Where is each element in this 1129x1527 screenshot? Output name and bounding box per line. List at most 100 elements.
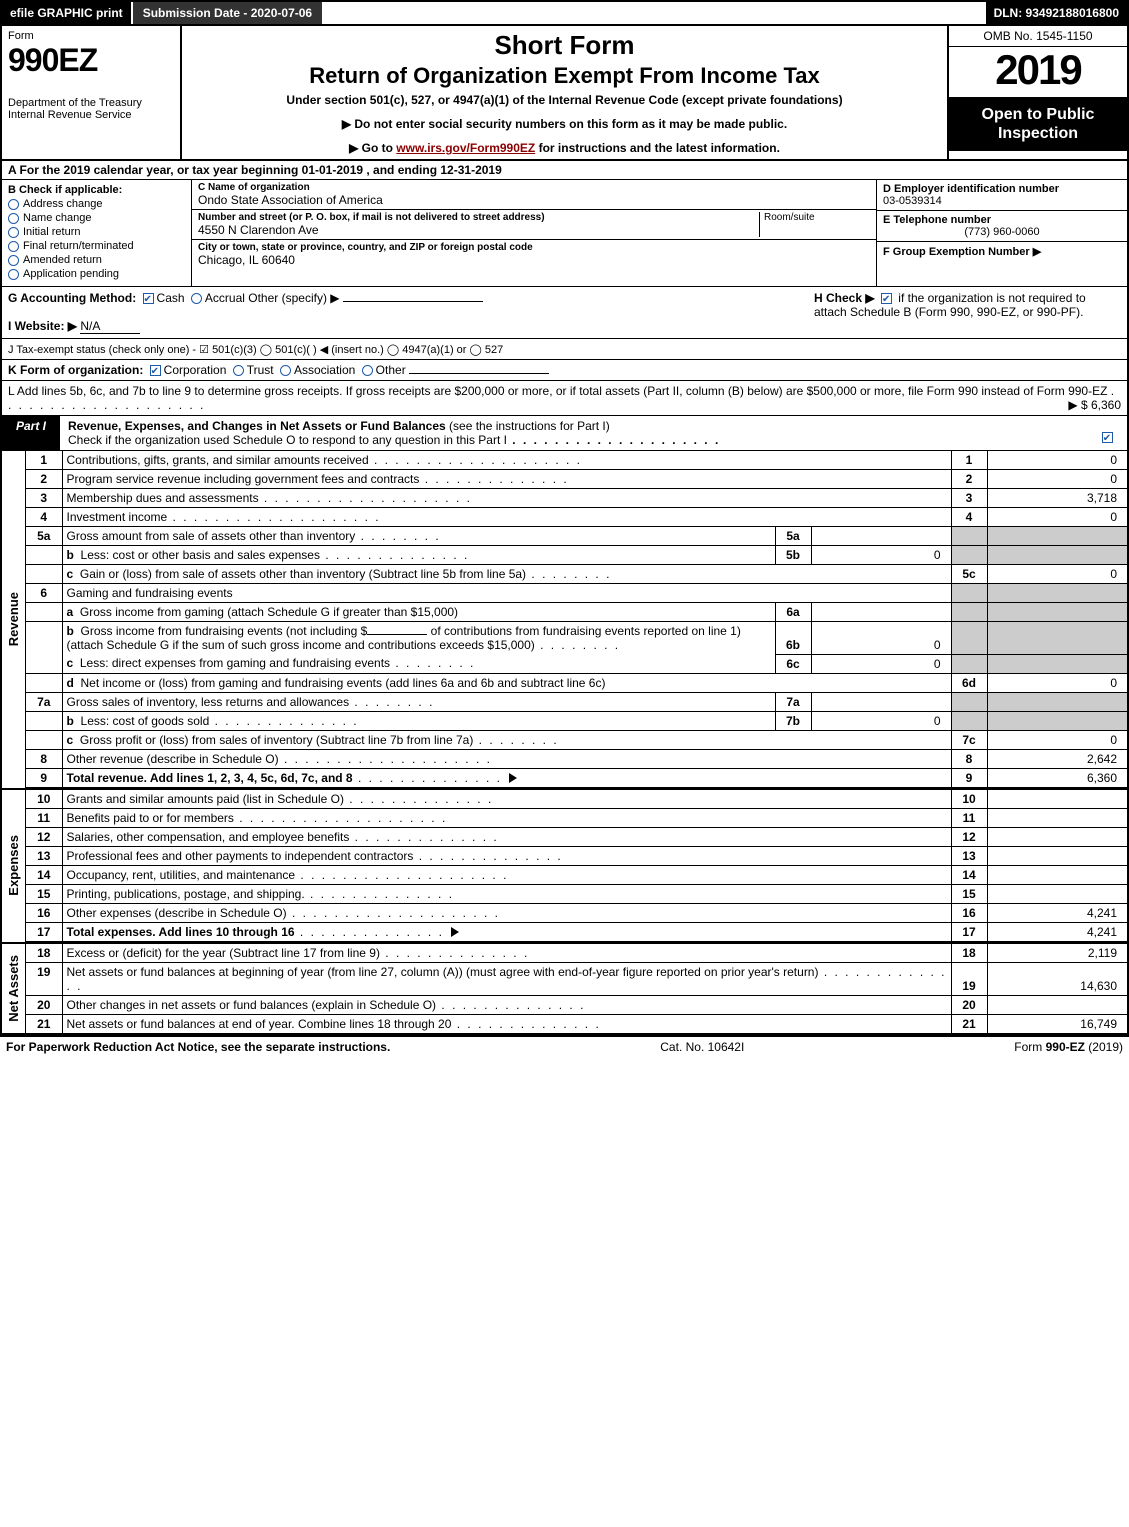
line-desc: Benefits paid to or for members — [62, 808, 951, 827]
net-assets-table: 18Excess or (deficit) for the year (Subt… — [26, 944, 1127, 1033]
shaded-cell — [987, 654, 1127, 673]
chk-label: Name change — [23, 212, 92, 224]
address-label: Number and street (or P. O. box, if mail… — [198, 212, 755, 223]
line-4: 4Investment income40 — [26, 508, 1127, 527]
line-num: 13 — [26, 846, 62, 865]
chk-address-change[interactable]: Address change — [8, 198, 185, 210]
paperwork-notice: For Paperwork Reduction Act Notice, see … — [6, 1040, 390, 1054]
efile-print-button[interactable]: efile GRAPHIC print — [2, 2, 133, 24]
line-right-num: 13 — [951, 846, 987, 865]
line-desc: a Gross income from gaming (attach Sched… — [62, 603, 775, 622]
ein-block: D Employer identification number 03-0539… — [877, 180, 1127, 211]
chk-amended-return[interactable]: Amended return — [8, 254, 185, 266]
ssn-warning: ▶ Do not enter social security numbers o… — [190, 117, 939, 131]
line-desc: Gross sales of inventory, less returns a… — [62, 692, 775, 711]
part-1-subtitle: (see the instructions for Part I) — [446, 419, 610, 433]
checkbox-schedule-o[interactable] — [1102, 432, 1113, 443]
goto-suffix: for instructions and the latest informat… — [535, 141, 780, 155]
line-right-val: 3,718 — [987, 489, 1127, 508]
form-word: Form — [8, 30, 174, 42]
line-num: 16 — [26, 903, 62, 922]
chk-final-return[interactable]: Final return/terminated — [8, 240, 185, 252]
city-value: Chicago, IL 60640 — [198, 253, 870, 267]
column-b: B Check if applicable: Address change Na… — [2, 180, 192, 286]
department-label: Department of the Treasury Internal Reve… — [8, 97, 174, 121]
line-num: 15 — [26, 884, 62, 903]
row-a-tax-year: A For the 2019 calendar year, or tax yea… — [0, 161, 1129, 180]
line-2: 2Program service revenue including gover… — [26, 470, 1127, 489]
chk-name-change[interactable]: Name change — [8, 212, 185, 224]
triangle-icon — [451, 927, 459, 937]
line-desc: b Less: cost of goods sold — [62, 711, 775, 730]
line-sub-num: d — [67, 676, 74, 690]
line-num: 14 — [26, 865, 62, 884]
line-right-num: 15 — [951, 884, 987, 903]
revenue-table: 1Contributions, gifts, grants, and simil… — [26, 451, 1127, 788]
org-name-value: Ondo State Association of America — [198, 193, 870, 207]
line-right-num: 18 — [951, 944, 987, 963]
goto-prefix: ▶ Go to — [349, 141, 396, 155]
line-num: 17 — [26, 922, 62, 941]
catalog-number: Cat. No. 10642I — [660, 1040, 744, 1054]
line-num: 12 — [26, 827, 62, 846]
circle-icon — [8, 199, 19, 210]
part-1-title: Revenue, Expenses, and Changes in Net As… — [68, 419, 446, 433]
goto-line: ▶ Go to www.irs.gov/Form990EZ for instru… — [190, 141, 939, 155]
line-3: 3Membership dues and assessments33,718 — [26, 489, 1127, 508]
line-right-num: 1 — [951, 451, 987, 470]
line-desc: Contributions, gifts, grants, and simila… — [62, 451, 951, 470]
shaded-cell — [987, 584, 1127, 603]
page-footer: For Paperwork Reduction Act Notice, see … — [0, 1035, 1129, 1057]
short-form-title: Short Form — [190, 30, 939, 61]
line-6a: a Gross income from gaming (attach Sched… — [26, 603, 1127, 622]
line-desc: c Gain or (loss) from sale of assets oth… — [62, 565, 951, 584]
column-de: D Employer identification number 03-0539… — [877, 180, 1127, 286]
line-9: 9Total revenue. Add lines 1, 2, 3, 4, 5c… — [26, 768, 1127, 787]
checkbox-accrual[interactable] — [191, 293, 202, 304]
line-num: 3 — [26, 489, 62, 508]
chk-label: Amended return — [23, 254, 102, 266]
line-10: 10Grants and similar amounts paid (list … — [26, 790, 1127, 809]
line-box-num: 7a — [775, 692, 811, 711]
expenses-vert-text: Expenses — [4, 831, 23, 900]
checkbox-association[interactable] — [280, 365, 291, 376]
net-assets-section: Net Assets 18Excess or (deficit) for the… — [0, 942, 1129, 1035]
shaded-cell — [951, 584, 987, 603]
checkbox-cash[interactable] — [143, 293, 154, 304]
group-exemption-block: F Group Exemption Number ▶ — [877, 242, 1127, 261]
line-desc: Salaries, other compensation, and employ… — [62, 827, 951, 846]
line-sub-num: b — [67, 714, 74, 728]
line-right-num: 6d — [951, 673, 987, 692]
line-num: 19 — [26, 962, 62, 995]
org-name-block: C Name of organization Ondo State Associ… — [192, 180, 876, 210]
k-form-organization: K Form of organization: Corporation Trus… — [0, 360, 1129, 381]
checkbox-other[interactable] — [362, 365, 373, 376]
line-right-val: 0 — [987, 730, 1127, 749]
shaded-cell — [951, 622, 987, 655]
line-right-num: 21 — [951, 1014, 987, 1033]
line-right-val: 6,360 — [987, 768, 1127, 787]
form-number: 990EZ — [8, 42, 174, 79]
line-box-val — [811, 527, 951, 546]
line-num: 5a — [26, 527, 62, 546]
checkbox-corporation[interactable] — [150, 365, 161, 376]
line-box-num: 6a — [775, 603, 811, 622]
line-14: 14Occupancy, rent, utilities, and mainte… — [26, 865, 1127, 884]
info-block: B Check if applicable: Address change Na… — [0, 180, 1129, 287]
j-text: J Tax-exempt status (check only one) - ☑… — [8, 344, 503, 356]
line-5b: b Less: cost or other basis and sales ex… — [26, 546, 1127, 565]
checkbox-h[interactable] — [881, 293, 892, 304]
line-desc: Net assets or fund balances at beginning… — [62, 962, 951, 995]
line-right-num: 20 — [951, 995, 987, 1014]
return-title: Return of Organization Exempt From Incom… — [190, 63, 939, 89]
ein-label: D Employer identification number — [883, 183, 1121, 195]
line-num: 11 — [26, 808, 62, 827]
checkbox-trust[interactable] — [233, 365, 244, 376]
line-right-val: 2,119 — [987, 944, 1127, 963]
revenue-section: Revenue 1Contributions, gifts, grants, a… — [0, 451, 1129, 788]
part-1-label: Part I — [2, 416, 60, 450]
irs-link[interactable]: www.irs.gov/Form990EZ — [396, 141, 535, 155]
chk-application-pending[interactable]: Application pending — [8, 268, 185, 280]
line-box-val: 0 — [811, 654, 951, 673]
chk-initial-return[interactable]: Initial return — [8, 226, 185, 238]
